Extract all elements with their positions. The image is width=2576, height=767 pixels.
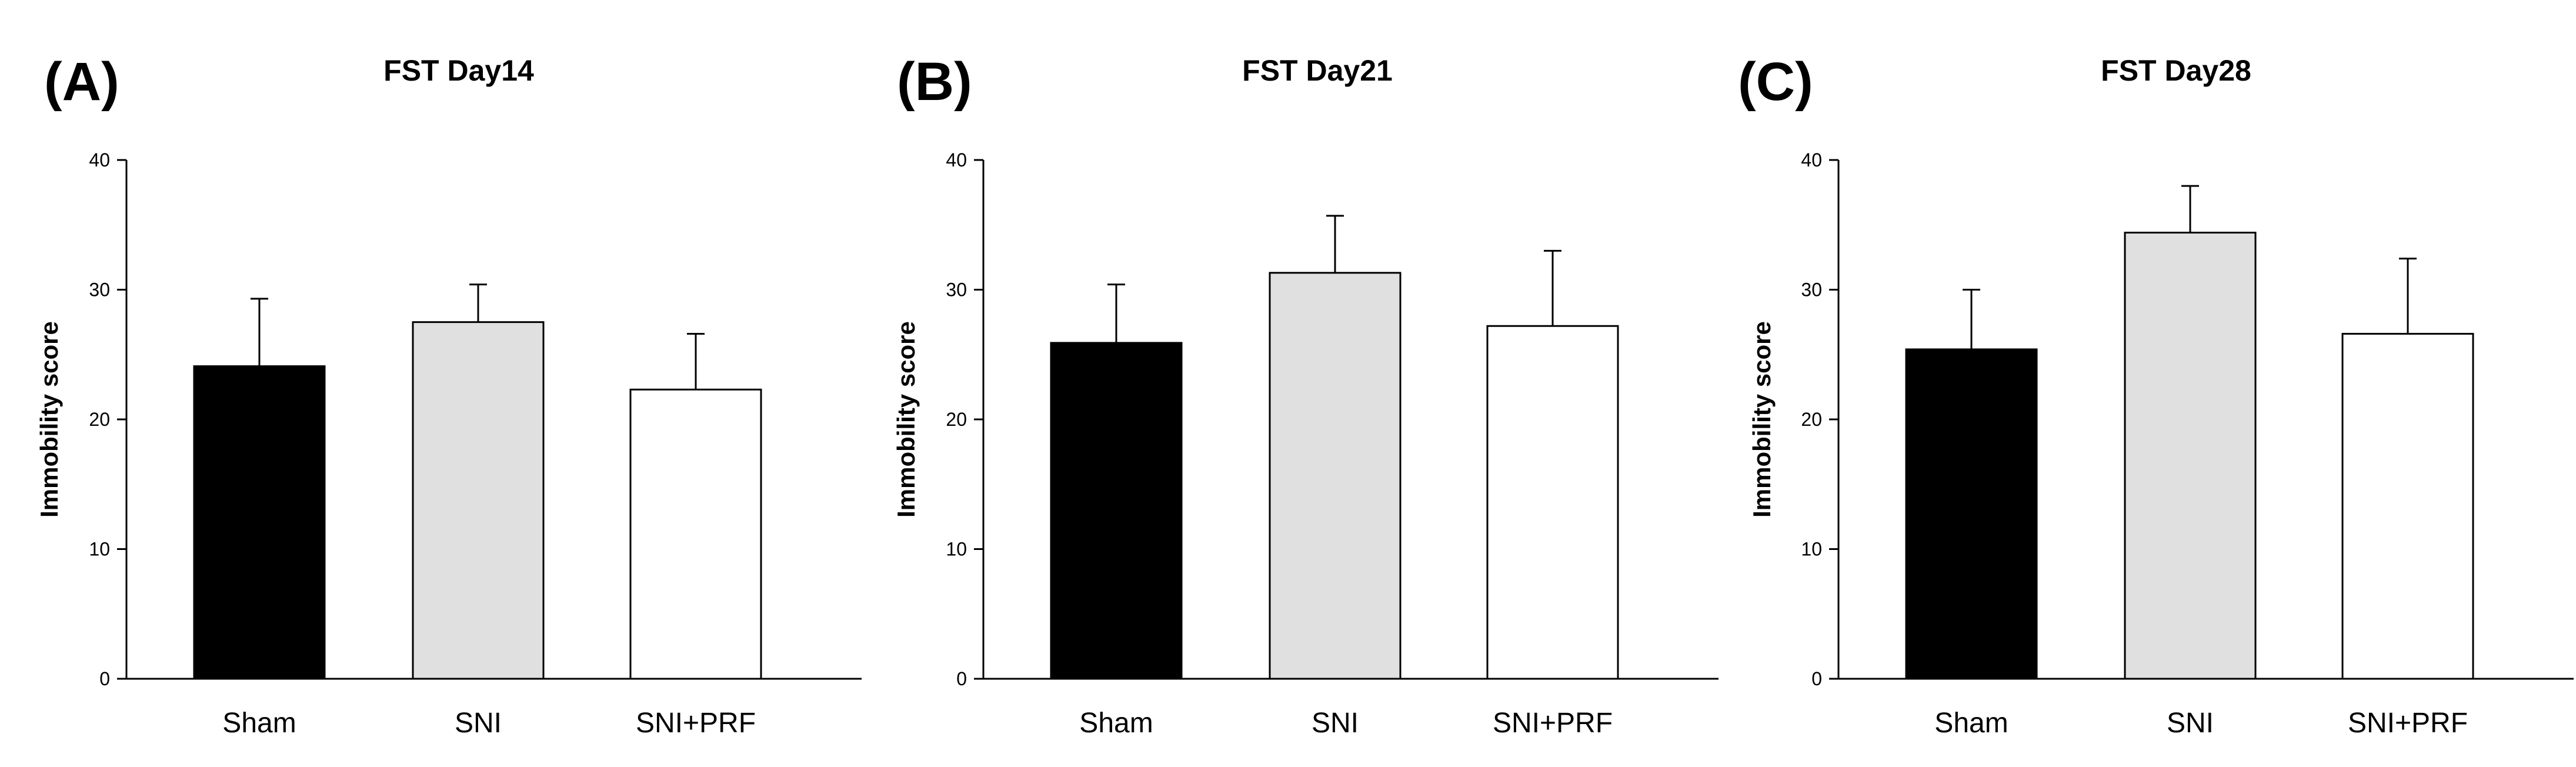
chart-title: FST Day28 — [2101, 54, 2251, 87]
chart-title: FST Day21 — [1242, 54, 1393, 87]
y-tick-label: 30 — [1801, 279, 1822, 301]
bar-sni-prf — [1486, 325, 1619, 680]
bar-sham — [1905, 348, 2038, 680]
y-tick-label: 0 — [1811, 668, 1822, 689]
x-tick-label: SNI+PRF — [1493, 708, 1613, 739]
y-tick-label: 40 — [1801, 149, 1822, 171]
y-axis-label: Immobility score — [892, 321, 920, 518]
x-tick-label: SNI — [2167, 708, 2214, 739]
bar-sham — [193, 365, 326, 680]
bar-sni — [2124, 231, 2257, 680]
x-tick-label: SNI — [455, 708, 502, 739]
bar-sni-prf — [2341, 332, 2474, 680]
y-tick-label: 20 — [1801, 409, 1822, 430]
chart-title: FST Day14 — [383, 54, 534, 87]
bar-sni — [1269, 272, 1402, 680]
x-tick-label: SNI — [1312, 708, 1359, 739]
chart-panel-3: (C) FST Day28 Immobility score Sham SNI SNI+P… — [1738, 52, 2574, 739]
y-tick-label: 10 — [89, 539, 110, 560]
panel-label: (A) — [44, 52, 119, 112]
chart-panel-2: (B) FST Day21 Immobility score Sham SNI SNI+P… — [892, 52, 1719, 739]
x-tick-label: Sham — [222, 708, 296, 739]
y-tick-label: 0 — [99, 668, 110, 689]
x-tick-label: SNI+PRF — [636, 708, 756, 739]
y-axis-label: Immobility score — [35, 321, 63, 518]
panel-label: (B) — [897, 52, 972, 112]
y-axis-label: Immobility score — [1748, 321, 1776, 518]
y-tick-label: 0 — [956, 668, 967, 689]
bar-sham — [1050, 342, 1183, 680]
y-tick-label: 10 — [946, 539, 967, 560]
y-tick-label: 10 — [1801, 539, 1822, 560]
x-tick-label: SNI+PRF — [2348, 708, 2468, 739]
y-tick-label: 30 — [946, 279, 967, 301]
y-tick-label: 40 — [946, 149, 967, 171]
panel-label: (C) — [1738, 52, 1813, 112]
y-tick-label: 20 — [89, 409, 110, 430]
y-tick-label: 30 — [89, 279, 110, 301]
y-tick-label: 20 — [946, 409, 967, 430]
x-tick-label: Sham — [1079, 708, 1153, 739]
bar-sni-prf — [629, 388, 762, 680]
bar-sni — [412, 321, 545, 680]
y-tick-label: 40 — [89, 149, 110, 171]
x-tick-label: Sham — [1934, 708, 2008, 739]
chart-panel-1: (A) FST Day14 Immobility score Sham SNI SNI+P… — [35, 52, 862, 739]
